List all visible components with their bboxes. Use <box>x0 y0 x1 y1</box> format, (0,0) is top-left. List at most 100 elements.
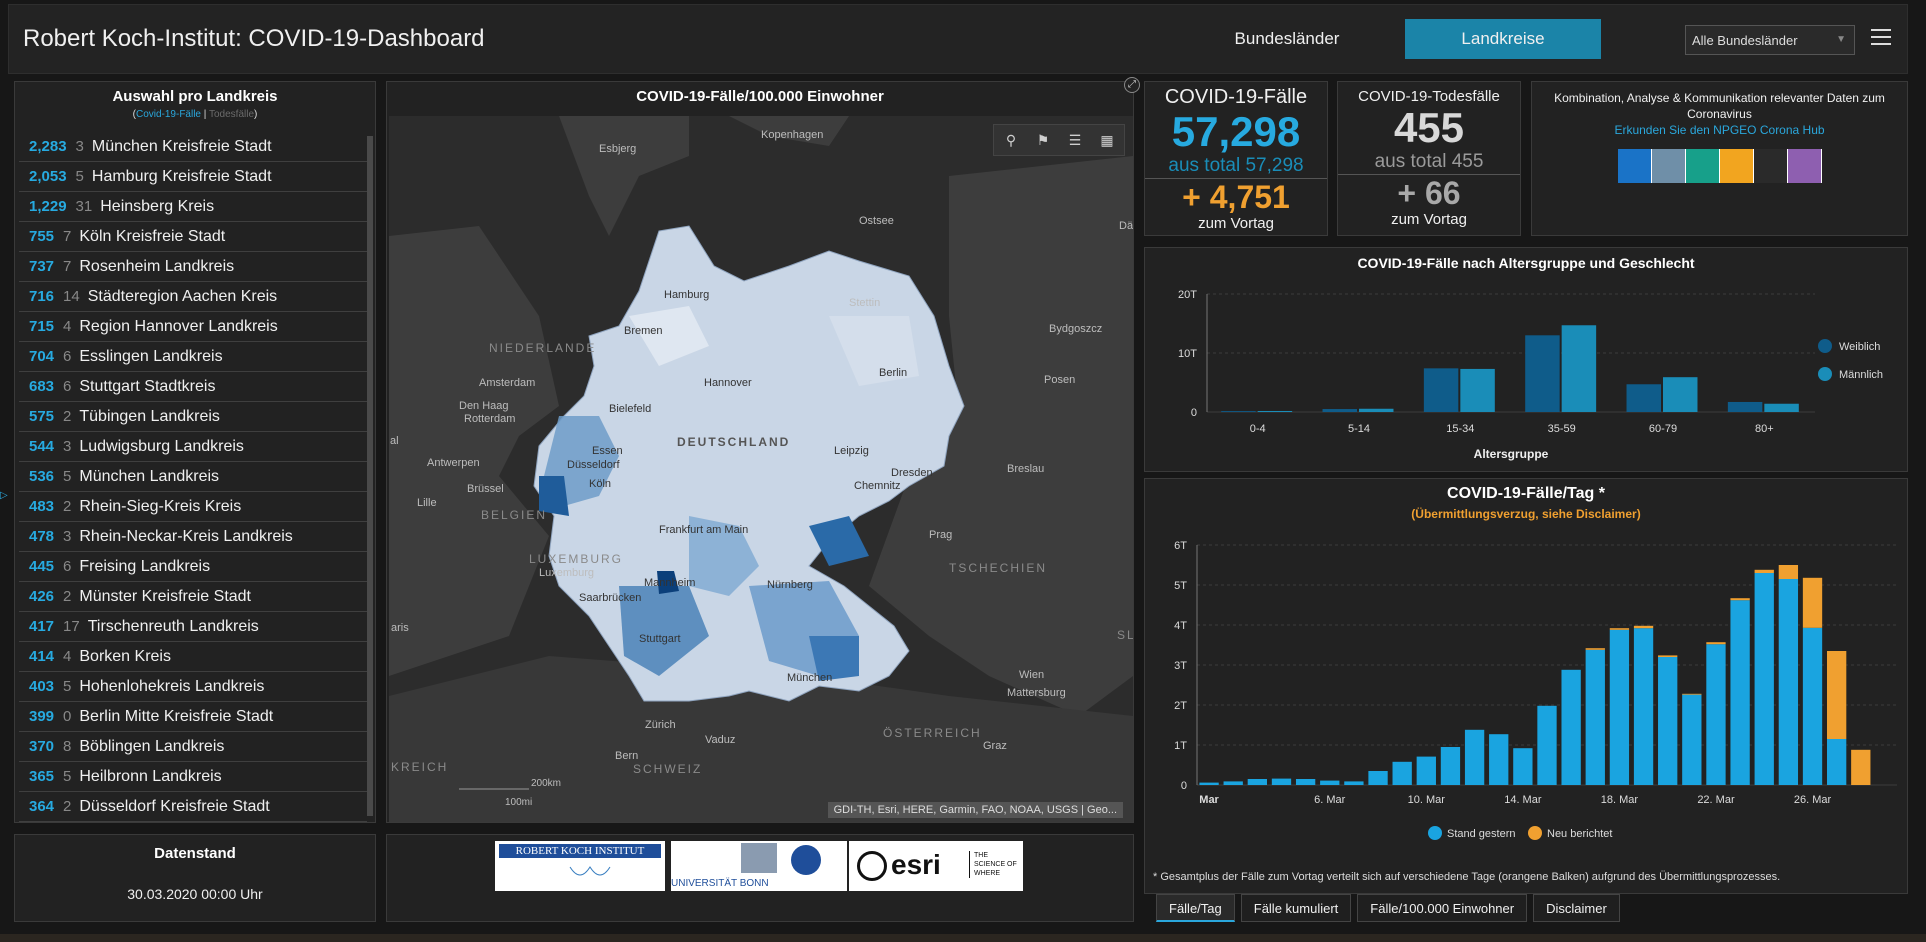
tab-disclaimer[interactable]: Disclaimer <box>1533 894 1620 922</box>
bar-männlich-80+[interactable] <box>1764 403 1799 412</box>
hub-category-icon[interactable] <box>1617 149 1652 183</box>
bar-männlich-5-14[interactable] <box>1359 408 1394 412</box>
list-item[interactable]: 683 6 Stuttgart Stadtkreis <box>19 372 367 402</box>
list-item[interactable]: 575 2 Tübingen Landkreis <box>19 402 367 432</box>
bar-weiblich-5-14[interactable] <box>1322 409 1357 412</box>
bar-neu-berichtet[interactable] <box>1682 693 1702 695</box>
bar-neu-berichtet[interactable] <box>1802 577 1823 628</box>
bar-stand-gestern[interactable] <box>1271 778 1292 785</box>
bar-neu-berichtet[interactable] <box>1609 628 1630 630</box>
age-chart[interactable]: 0 10T 20T 0-4 5-14 15-34 35-59 60-79 80+ Altersgr… <box>1145 276 1909 472</box>
bar-stand-gestern[interactable] <box>1392 761 1412 785</box>
tab-landkreise[interactable]: Landkreise <box>1405 19 1601 59</box>
bar-neu-berichtet[interactable] <box>1730 598 1750 601</box>
map-canvas[interactable]: Kopenhagen Esbjerg Ostsee Hamburg Stetti… <box>389 116 1133 822</box>
list-item[interactable]: 364 2 Düsseldorf Kreisfreie Stadt <box>19 792 367 822</box>
bar-stand-gestern[interactable] <box>1368 771 1388 785</box>
list-item[interactable]: 2,283 3 München Kreisfreie Stadt <box>19 132 367 162</box>
daily-chart[interactable]: 0 1T 2T 3T 4T 5T 6T Mar 6. Mar 10. Mar 14. Mar 18. … <box>1145 535 1909 865</box>
bar-stand-gestern[interactable] <box>1561 669 1581 785</box>
npgeo-hub-link[interactable]: Erkunden Sie den NPGEO Corona Hub <box>1614 123 1825 137</box>
bar-stand-gestern[interactable] <box>1295 779 1316 785</box>
list-item[interactable]: 365 5 Heilbronn Landkreis <box>19 762 367 792</box>
list-item[interactable]: 403 5 Hohenlohekreis Landkreis <box>19 672 367 702</box>
bar-neu-berichtet[interactable] <box>1754 569 1774 573</box>
region-select[interactable]: Alle Bundesländer ▼ <box>1685 25 1855 55</box>
bar-neu-berichtet[interactable] <box>1851 749 1871 785</box>
tab-faelle-100000[interactable]: Fälle/100.000 Einwohner <box>1357 894 1528 922</box>
tab-faelle-tag[interactable]: Fälle/Tag <box>1156 894 1235 922</box>
bar-weiblich-15-34[interactable] <box>1423 368 1459 412</box>
bar-stand-gestern[interactable] <box>1682 694 1702 785</box>
bar-stand-gestern[interactable] <box>1827 739 1847 785</box>
tab-faelle-kumuliert[interactable]: Fälle kumuliert <box>1240 894 1352 922</box>
rki-logo[interactable]: ROBERT KOCH INSTITUT <box>495 841 665 891</box>
list-item[interactable]: 370 8 Böblingen Landkreis <box>19 732 367 762</box>
hub-category-icon[interactable] <box>1719 149 1754 183</box>
map-view[interactable]: Kopenhagen Esbjerg Ostsee Hamburg Stetti… <box>389 116 1133 822</box>
bar-stand-gestern[interactable] <box>1247 779 1267 785</box>
bar-stand-gestern[interactable] <box>1199 782 1219 785</box>
list-item[interactable]: 445 6 Freising Landkreis <box>19 552 367 582</box>
bar-stand-gestern[interactable] <box>1223 781 1243 785</box>
list-item[interactable]: 478 3 Rhein-Neckar-Kreis Landkreis <box>19 522 367 552</box>
bar-neu-berichtet[interactable] <box>1778 565 1799 579</box>
bar-weiblich-60-79[interactable] <box>1626 384 1661 412</box>
toggle-cases[interactable]: Covid-19-Fälle <box>135 109 201 120</box>
list-item[interactable]: 715 4 Region Hannover Landkreis <box>19 312 367 342</box>
uni-bonn-logo[interactable]: UNIVERSITÄT BONN <box>671 841 847 891</box>
bar-stand-gestern[interactable] <box>1513 748 1533 785</box>
bar-stand-gestern[interactable] <box>1754 573 1774 785</box>
list-item[interactable]: 414 4 Borken Kreis <box>19 642 367 672</box>
bar-stand-gestern[interactable] <box>1344 781 1364 785</box>
list-item[interactable]: 399 0 Berlin Mitte Kreisfreie Stadt <box>19 702 367 732</box>
bar-stand-gestern[interactable] <box>1320 780 1340 785</box>
list-item[interactable]: 755 7 Köln Kreisfreie Stadt <box>19 222 367 252</box>
bar-männlich-60-79[interactable] <box>1663 377 1698 412</box>
bar-stand-gestern[interactable] <box>1464 729 1485 785</box>
bar-neu-berichtet[interactable] <box>1585 648 1605 650</box>
hub-category-icon[interactable] <box>1753 149 1788 183</box>
bar-stand-gestern[interactable] <box>1633 628 1654 785</box>
bar-neu-berichtet[interactable] <box>1658 655 1678 657</box>
map-attribution[interactable]: GDI-TH, Esri, HERE, Garmin, FAO, NOAA, U… <box>827 802 1123 818</box>
bar-weiblich-0-4[interactable] <box>1221 411 1256 412</box>
bar-männlich-0-4[interactable] <box>1257 410 1293 412</box>
bar-neu-berichtet[interactable] <box>1706 642 1726 645</box>
bar-stand-gestern[interactable] <box>1706 644 1726 785</box>
list-item[interactable]: 737 7 Rosenheim Landkreis <box>19 252 367 282</box>
bar-männlich-15-34[interactable] <box>1460 368 1495 412</box>
list-item[interactable]: 1,229 31 Heinsberg Kreis <box>19 192 367 222</box>
bar-stand-gestern[interactable] <box>1609 629 1630 785</box>
bar-neu-berichtet[interactable] <box>1827 651 1847 739</box>
tab-bundeslaender[interactable]: Bundesländer <box>1234 29 1340 48</box>
bar-neu-berichtet[interactable] <box>1633 625 1654 629</box>
legend-marker[interactable] <box>1818 339 1832 353</box>
bar-stand-gestern[interactable] <box>1440 747 1461 785</box>
bar-stand-gestern[interactable] <box>1802 627 1823 785</box>
esri-logo[interactable]: esri THE SCIENCE OF WHERE <box>849 841 1023 891</box>
basemap-grid-icon[interactable]: ▦ <box>1100 132 1114 148</box>
list-item[interactable]: 704 6 Esslingen Landkreis <box>19 342 367 372</box>
bar-weiblich-35-59[interactable] <box>1525 335 1560 412</box>
bookmark-icon[interactable]: ⚑ <box>1036 132 1050 148</box>
list-item[interactable]: 536 5 München Landkreis <box>19 462 367 492</box>
legend-marker[interactable] <box>1428 826 1442 840</box>
expand-left-icon[interactable]: ▷ <box>0 490 8 501</box>
bar-weiblich-80+[interactable] <box>1727 401 1763 412</box>
list-item[interactable]: 716 14 Städteregion Aachen Kreis <box>19 282 367 312</box>
hub-category-icon[interactable] <box>1685 149 1720 183</box>
legend-marker[interactable] <box>1528 826 1542 840</box>
bar-stand-gestern[interactable] <box>1416 756 1436 785</box>
expand-icon[interactable]: ⤢ <box>1124 77 1140 93</box>
hamburger-menu-icon[interactable] <box>1871 29 1891 47</box>
search-icon[interactable]: ⚲ <box>1005 132 1017 148</box>
hub-category-icon[interactable] <box>1787 149 1822 183</box>
toggle-deaths[interactable]: Todesfälle <box>208 109 255 120</box>
list-item[interactable]: 426 2 Münster Kreisfreie Stadt <box>19 582 367 612</box>
bar-stand-gestern[interactable] <box>1778 579 1799 785</box>
bar-stand-gestern[interactable] <box>1537 705 1557 785</box>
list-scrollbar[interactable] <box>367 136 373 816</box>
npgeo-icon-strip[interactable] <box>1532 149 1907 183</box>
list-item[interactable]: 417 17 Tirschenreuth Landkreis <box>19 612 367 642</box>
